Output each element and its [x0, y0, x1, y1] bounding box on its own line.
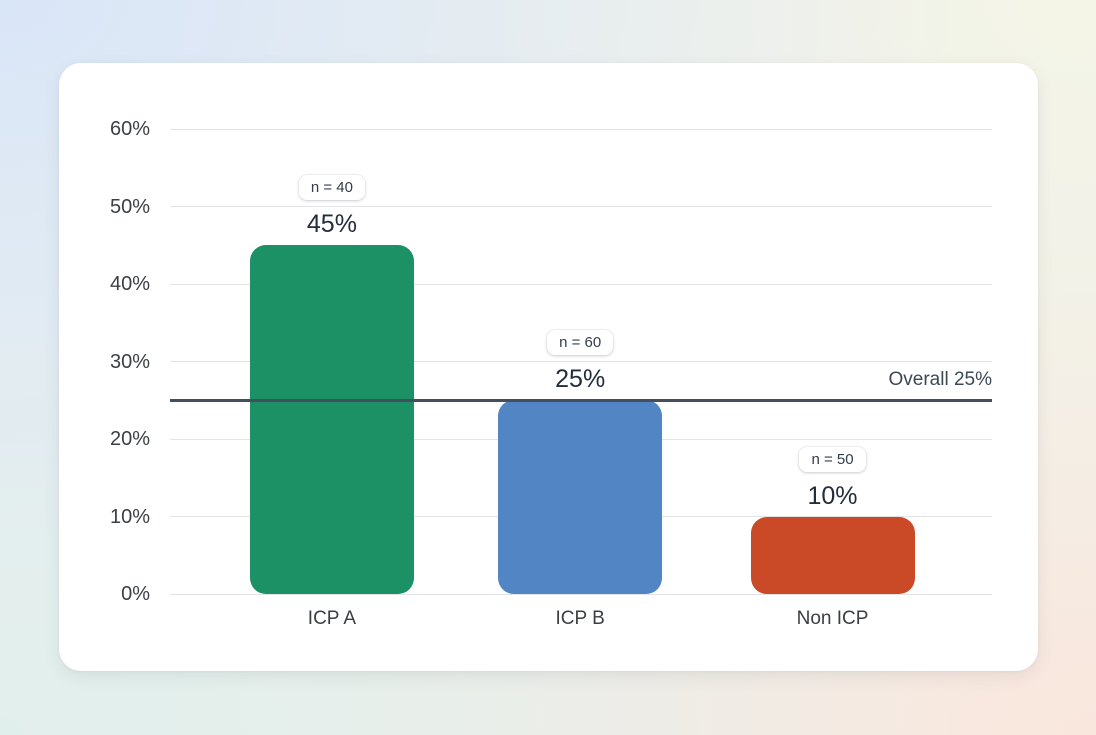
- plot-area: 0% 10% 20% 30% 40% 50% 60% n = 40 45% ICP A n = 60…: [59, 63, 1038, 671]
- bar-non-icp[interactable]: [750, 516, 915, 594]
- reference-line-label: Overall 25%: [888, 369, 993, 391]
- sample-size-badge: n = 40: [298, 175, 365, 201]
- y-tick-label: 30%: [109, 350, 150, 373]
- y-tick-label: 20%: [109, 428, 150, 450]
- bar-value-label: 25%: [555, 365, 606, 394]
- bar-icp-b[interactable]: [498, 400, 663, 594]
- reference-line: [170, 398, 992, 402]
- bar-column-non-icp: n = 50 10%: [750, 129, 915, 594]
- bar-value-label: 10%: [807, 481, 858, 510]
- y-tick-label: 0%: [121, 583, 150, 605]
- bar-column-icp-b: n = 60 25%: [498, 129, 663, 594]
- y-tick-label: 10%: [109, 505, 150, 528]
- y-tick-label: 40%: [109, 273, 150, 295]
- category-label-icp-b: ICP B: [555, 608, 605, 629]
- bar-icp-a[interactable]: [249, 245, 414, 594]
- bar-value-label: 45%: [306, 210, 357, 239]
- gridline: [170, 206, 992, 207]
- chart-card: 0% 10% 20% 30% 40% 50% 60% n = 40 45% ICP A n = 60…: [59, 63, 1038, 671]
- sample-size-badge: n = 50: [799, 446, 866, 472]
- category-label-non-icp: Non ICP: [796, 608, 869, 629]
- y-tick-label: 60%: [109, 118, 150, 140]
- bar-column-icp-a: n = 40 45%: [249, 129, 414, 594]
- sample-size-badge: n = 60: [547, 330, 614, 356]
- gridline: [170, 593, 992, 595]
- category-label-icp-a: ICP A: [307, 608, 357, 629]
- gridline: [170, 283, 992, 285]
- gridline: [170, 128, 992, 130]
- y-tick-label: 50%: [109, 195, 150, 218]
- gridline: [170, 361, 992, 362]
